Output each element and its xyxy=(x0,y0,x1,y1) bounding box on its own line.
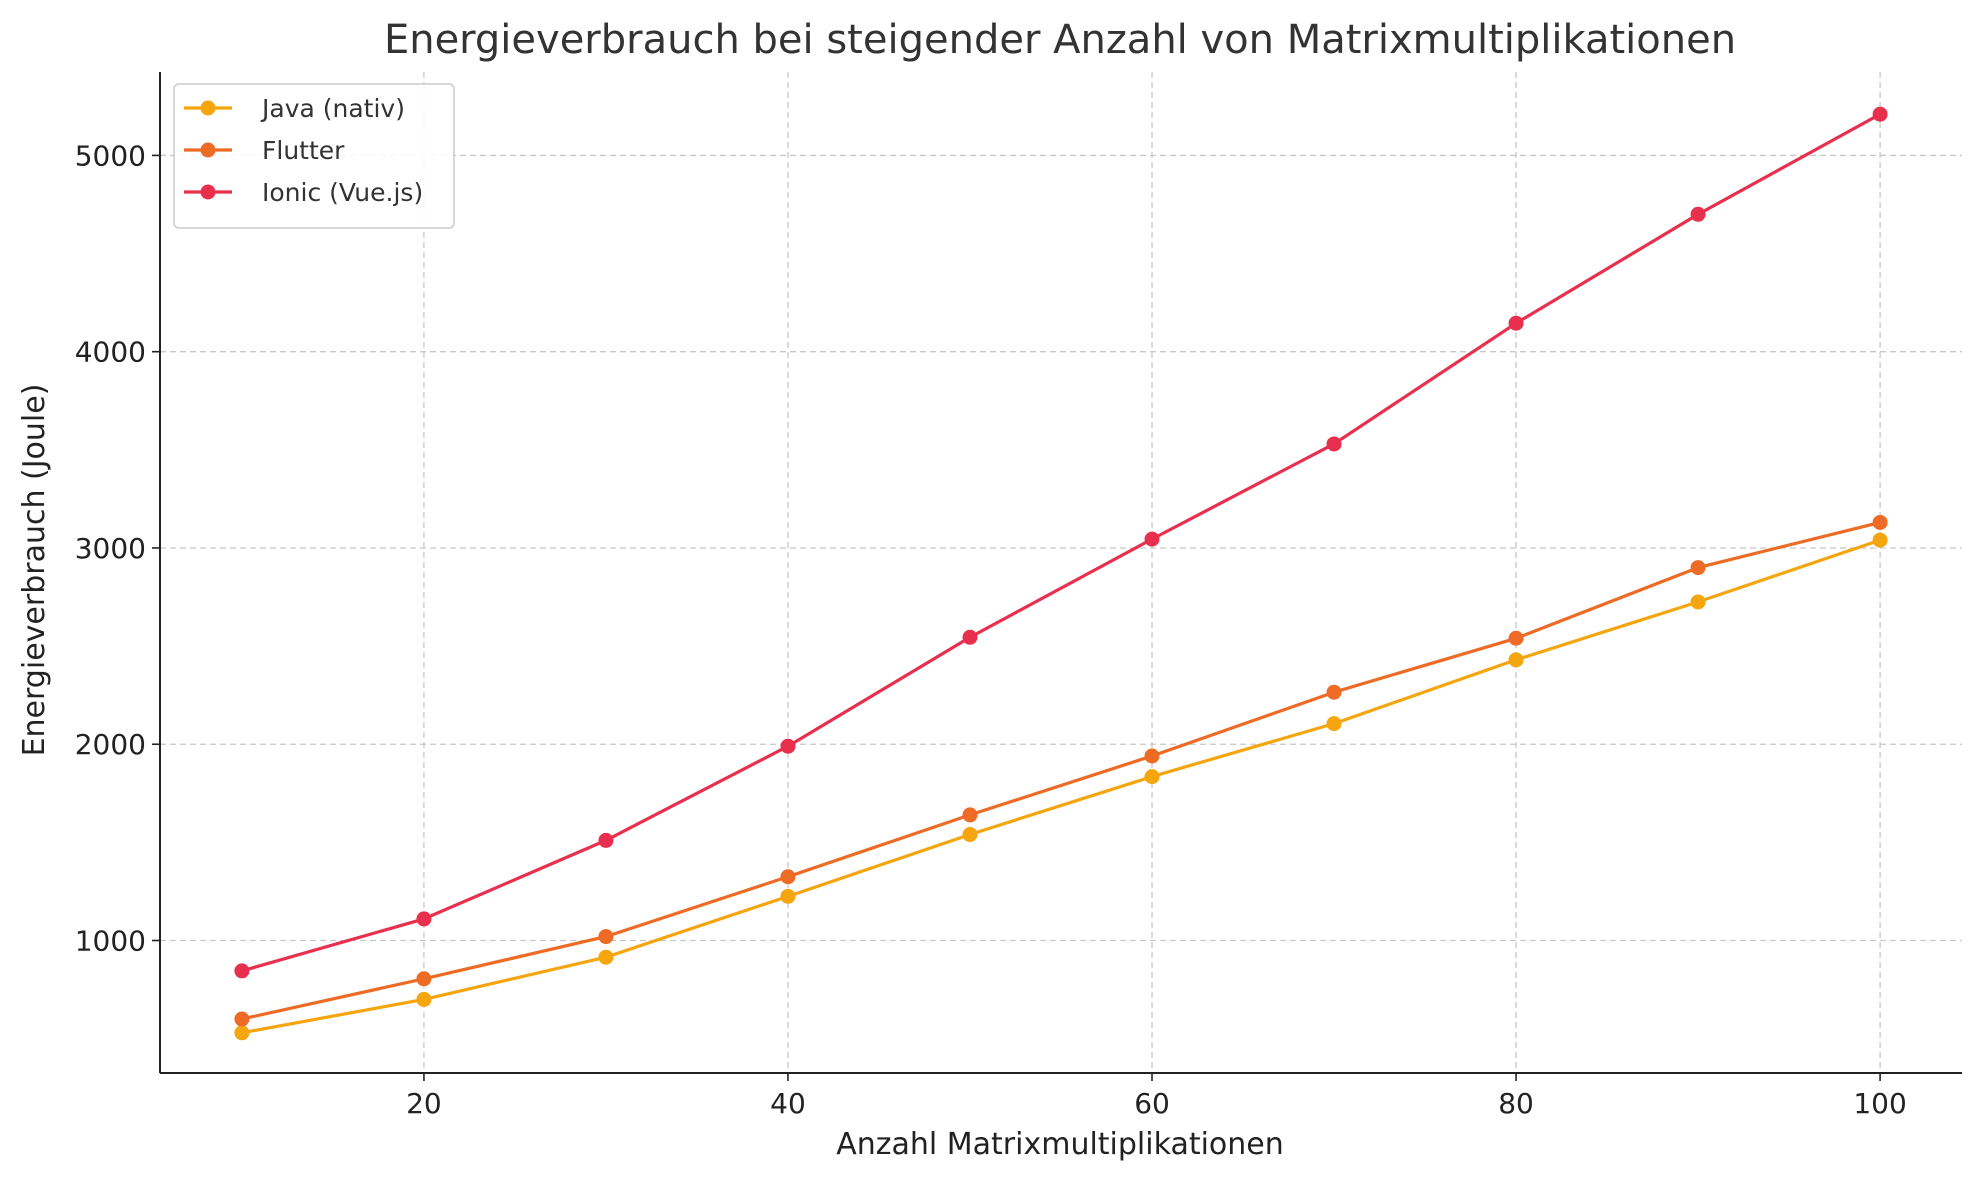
data-point xyxy=(416,911,432,927)
y-tick-label: 1000 xyxy=(75,925,146,958)
x-tick-label: 20 xyxy=(406,1087,442,1120)
data-point xyxy=(780,738,796,754)
data-point xyxy=(1690,560,1706,576)
data-point xyxy=(780,888,796,904)
data-point xyxy=(416,971,432,987)
data-point xyxy=(1872,106,1888,122)
data-point xyxy=(1326,684,1342,700)
data-point xyxy=(962,807,978,823)
legend-marker-swatch xyxy=(200,100,216,116)
legend-entry: Java (nativ) xyxy=(184,94,405,123)
legend: Java (nativ) Flutter Ionic (Vue.js) xyxy=(173,83,455,229)
legend-entry: Flutter xyxy=(184,136,345,165)
series-1 xyxy=(234,532,1888,1041)
data-point xyxy=(1690,206,1706,222)
data-point xyxy=(1508,315,1524,331)
data-point xyxy=(1144,748,1160,764)
legend-marker-swatch xyxy=(200,184,216,200)
data-point xyxy=(1326,436,1342,452)
x-tick-label: 80 xyxy=(1498,1087,1534,1120)
series-lines xyxy=(234,106,1888,1041)
data-point xyxy=(234,1011,250,1027)
x-tick-label: 100 xyxy=(1853,1087,1906,1120)
data-point xyxy=(1326,716,1342,732)
data-point xyxy=(1872,514,1888,530)
data-point xyxy=(598,832,614,848)
series-line xyxy=(241,112,1881,973)
x-tick-label: 40 xyxy=(770,1087,806,1120)
legend-label: Java (nativ) xyxy=(260,94,405,123)
series-3 xyxy=(234,106,1888,979)
grid xyxy=(160,72,1962,1073)
data-point xyxy=(1872,532,1888,548)
data-point xyxy=(234,1025,250,1041)
data-point xyxy=(1690,594,1706,610)
axes xyxy=(152,72,1962,1081)
data-point xyxy=(1508,630,1524,646)
tick-labels: 20 40 60 80 100 1000 2000 3000 4000 5000 xyxy=(75,139,1907,1120)
data-point xyxy=(598,929,614,945)
data-point xyxy=(962,629,978,645)
y-axis-label: Energieverbrauch (Joule) xyxy=(17,384,52,757)
chart-title: Energieverbrauch bei steigender Anzahl v… xyxy=(384,17,1736,63)
data-point xyxy=(1144,769,1160,785)
x-tick-label: 60 xyxy=(1134,1087,1170,1120)
legend-marker-swatch xyxy=(200,142,216,158)
data-point xyxy=(234,963,250,979)
y-tick-label: 5000 xyxy=(75,139,146,172)
legend-label: Ionic (Vue.js) xyxy=(262,178,423,207)
legend-label: Flutter xyxy=(262,136,345,165)
data-point xyxy=(962,827,978,843)
data-point xyxy=(1144,531,1160,547)
data-point xyxy=(1508,652,1524,668)
data-point xyxy=(780,869,796,885)
series-line xyxy=(241,520,1881,1021)
y-tick-label: 3000 xyxy=(75,532,146,565)
y-tick-label: 2000 xyxy=(75,728,146,761)
legend-entry: Ionic (Vue.js) xyxy=(184,178,423,207)
data-point xyxy=(416,991,432,1007)
series-2 xyxy=(234,514,1888,1027)
y-tick-label: 4000 xyxy=(75,336,146,369)
data-point xyxy=(598,949,614,965)
x-axis-label: Anzahl Matrixmultiplikationen xyxy=(836,1127,1284,1162)
legend-box xyxy=(173,83,455,229)
series-line xyxy=(241,538,1881,1035)
